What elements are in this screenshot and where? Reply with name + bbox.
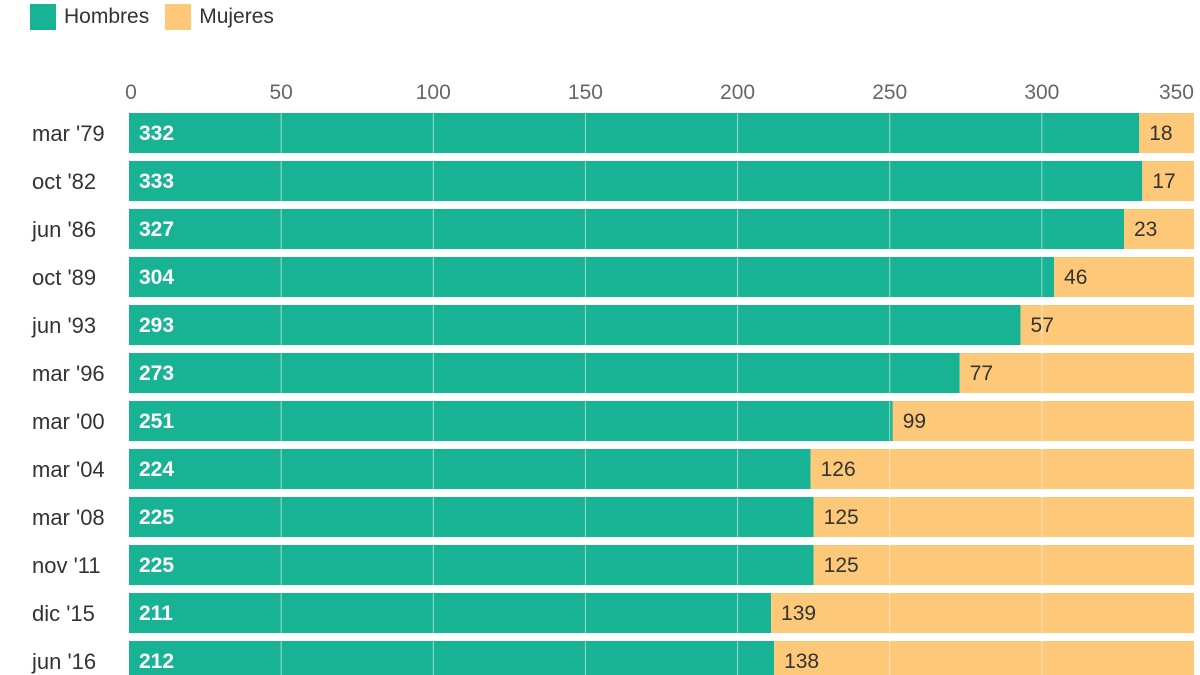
gridlines-group: [280, 113, 1043, 675]
bar-mujeres-nov-11: [813, 545, 1194, 585]
bar-mujeres-mar-96: [959, 353, 1194, 393]
bar-mujeres-jun-16: [774, 641, 1194, 675]
x-axis-ticks: 0 50 100 150 200 250 300 350: [125, 81, 1194, 104]
bar-mujeres-jun-86: [1124, 209, 1194, 249]
x-tick-label-250: 250: [872, 81, 907, 104]
value-label-mujeres-mar-96: 77: [970, 362, 993, 385]
value-label-hombres-jun-93: 293: [139, 314, 174, 337]
value-label-mujeres-oct-89: 46: [1064, 266, 1087, 289]
bar-hombres-mar-08: [129, 497, 814, 537]
bar-hombres-jun-86: [129, 209, 1125, 249]
legend-label-mujeres: Mujeres: [199, 5, 274, 28]
x-tick-label-350: 350: [1159, 81, 1194, 104]
bars-group: [129, 113, 1194, 675]
x-tick-label-300: 300: [1024, 81, 1059, 104]
value-label-hombres-mar-96: 273: [139, 362, 174, 385]
y-axis-categories: mar '79 oct '82 jun '86 oct '89 jun '93 mar '…: [31, 121, 105, 674]
value-label-hombres-mar-08: 225: [139, 506, 174, 529]
bar-hombres-jun-16: [129, 641, 775, 675]
bar-mujeres-mar-04: [810, 449, 1194, 489]
legend-label-hombres: Hombres: [64, 5, 150, 28]
category-label-oct-82: oct '82: [32, 169, 96, 194]
bar-hombres-nov-11: [129, 545, 814, 585]
value-label-hombres-nov-11: 225: [139, 554, 174, 577]
value-labels-group: 332 18 333 17 327 23 304 46 293 57 273 77 251 99 224 12…: [139, 122, 1176, 673]
legend: Hombres Mujeres: [30, 2, 274, 32]
bar-hombres-mar-79: [129, 113, 1140, 153]
bar-hombres-mar-00: [129, 401, 893, 441]
category-label-mar-79: mar '79: [32, 121, 105, 146]
category-label-nov-11: nov '11: [32, 553, 101, 578]
legend-item-mujeres: Mujeres: [165, 4, 274, 30]
category-label-dic-15: dic '15: [32, 601, 95, 626]
value-label-hombres-oct-89: 304: [139, 266, 174, 289]
legend-swatch-hombres: [30, 4, 56, 30]
value-label-mujeres-jun-86: 23: [1134, 218, 1157, 241]
x-tick-label-200: 200: [720, 81, 755, 104]
x-tick-label-150: 150: [568, 81, 603, 104]
legend-item-hombres: Hombres: [30, 4, 149, 30]
value-label-mujeres-oct-82: 17: [1152, 170, 1175, 193]
value-label-mujeres-jun-16: 138: [784, 650, 819, 673]
bar-mujeres-oct-82: [1142, 161, 1194, 201]
value-label-mujeres-nov-11: 125: [824, 554, 859, 577]
value-label-mujeres-jun-93: 57: [1031, 314, 1054, 337]
category-label-jun-93: jun '93: [31, 313, 96, 338]
category-label-jun-86: jun '86: [31, 217, 96, 242]
category-label-mar-96: mar '96: [32, 361, 105, 386]
bar-mujeres-oct-89: [1054, 257, 1194, 297]
value-label-mujeres-mar-00: 99: [903, 410, 926, 433]
category-label-mar-08: mar '08: [32, 505, 105, 530]
value-label-hombres-mar-04: 224: [139, 458, 174, 481]
x-tick-label-50: 50: [269, 81, 292, 104]
x-tick-label-0: 0: [125, 81, 137, 104]
bar-mujeres-jun-93: [1020, 305, 1194, 345]
category-label-mar-04: mar '04: [32, 457, 105, 482]
bar-mujeres-mar-79: [1139, 113, 1194, 153]
bar-hombres-mar-96: [129, 353, 960, 393]
x-tick-label-100: 100: [416, 81, 451, 104]
value-label-hombres-jun-86: 327: [139, 218, 174, 241]
value-label-mujeres-mar-08: 125: [824, 506, 859, 529]
category-label-jun-16: jun '16: [31, 649, 96, 674]
bar-hombres-jun-93: [129, 305, 1021, 345]
bar-mujeres-mar-08: [813, 497, 1194, 537]
value-label-mujeres-mar-04: 126: [821, 458, 856, 481]
value-label-hombres-mar-00: 251: [139, 410, 174, 433]
value-label-hombres-mar-79: 332: [139, 122, 174, 145]
value-label-hombres-dic-15: 211: [139, 602, 173, 625]
bar-hombres-dic-15: [129, 593, 772, 633]
value-label-mujeres-mar-79: 18: [1149, 122, 1172, 145]
category-label-mar-00: mar '00: [32, 409, 105, 434]
value-label-hombres-jun-16: 212: [139, 650, 174, 673]
value-label-hombres-oct-82: 333: [139, 170, 174, 193]
value-label-mujeres-dic-15: 139: [781, 602, 816, 625]
bar-mujeres-mar-00: [892, 401, 1194, 441]
bar-mujeres-dic-15: [771, 593, 1194, 633]
legend-swatch-mujeres: [165, 4, 192, 30]
category-label-oct-89: oct '89: [32, 265, 96, 290]
bar-hombres-oct-82: [129, 161, 1143, 201]
bar-hombres-oct-89: [129, 257, 1055, 297]
bar-hombres-mar-04: [129, 449, 811, 489]
